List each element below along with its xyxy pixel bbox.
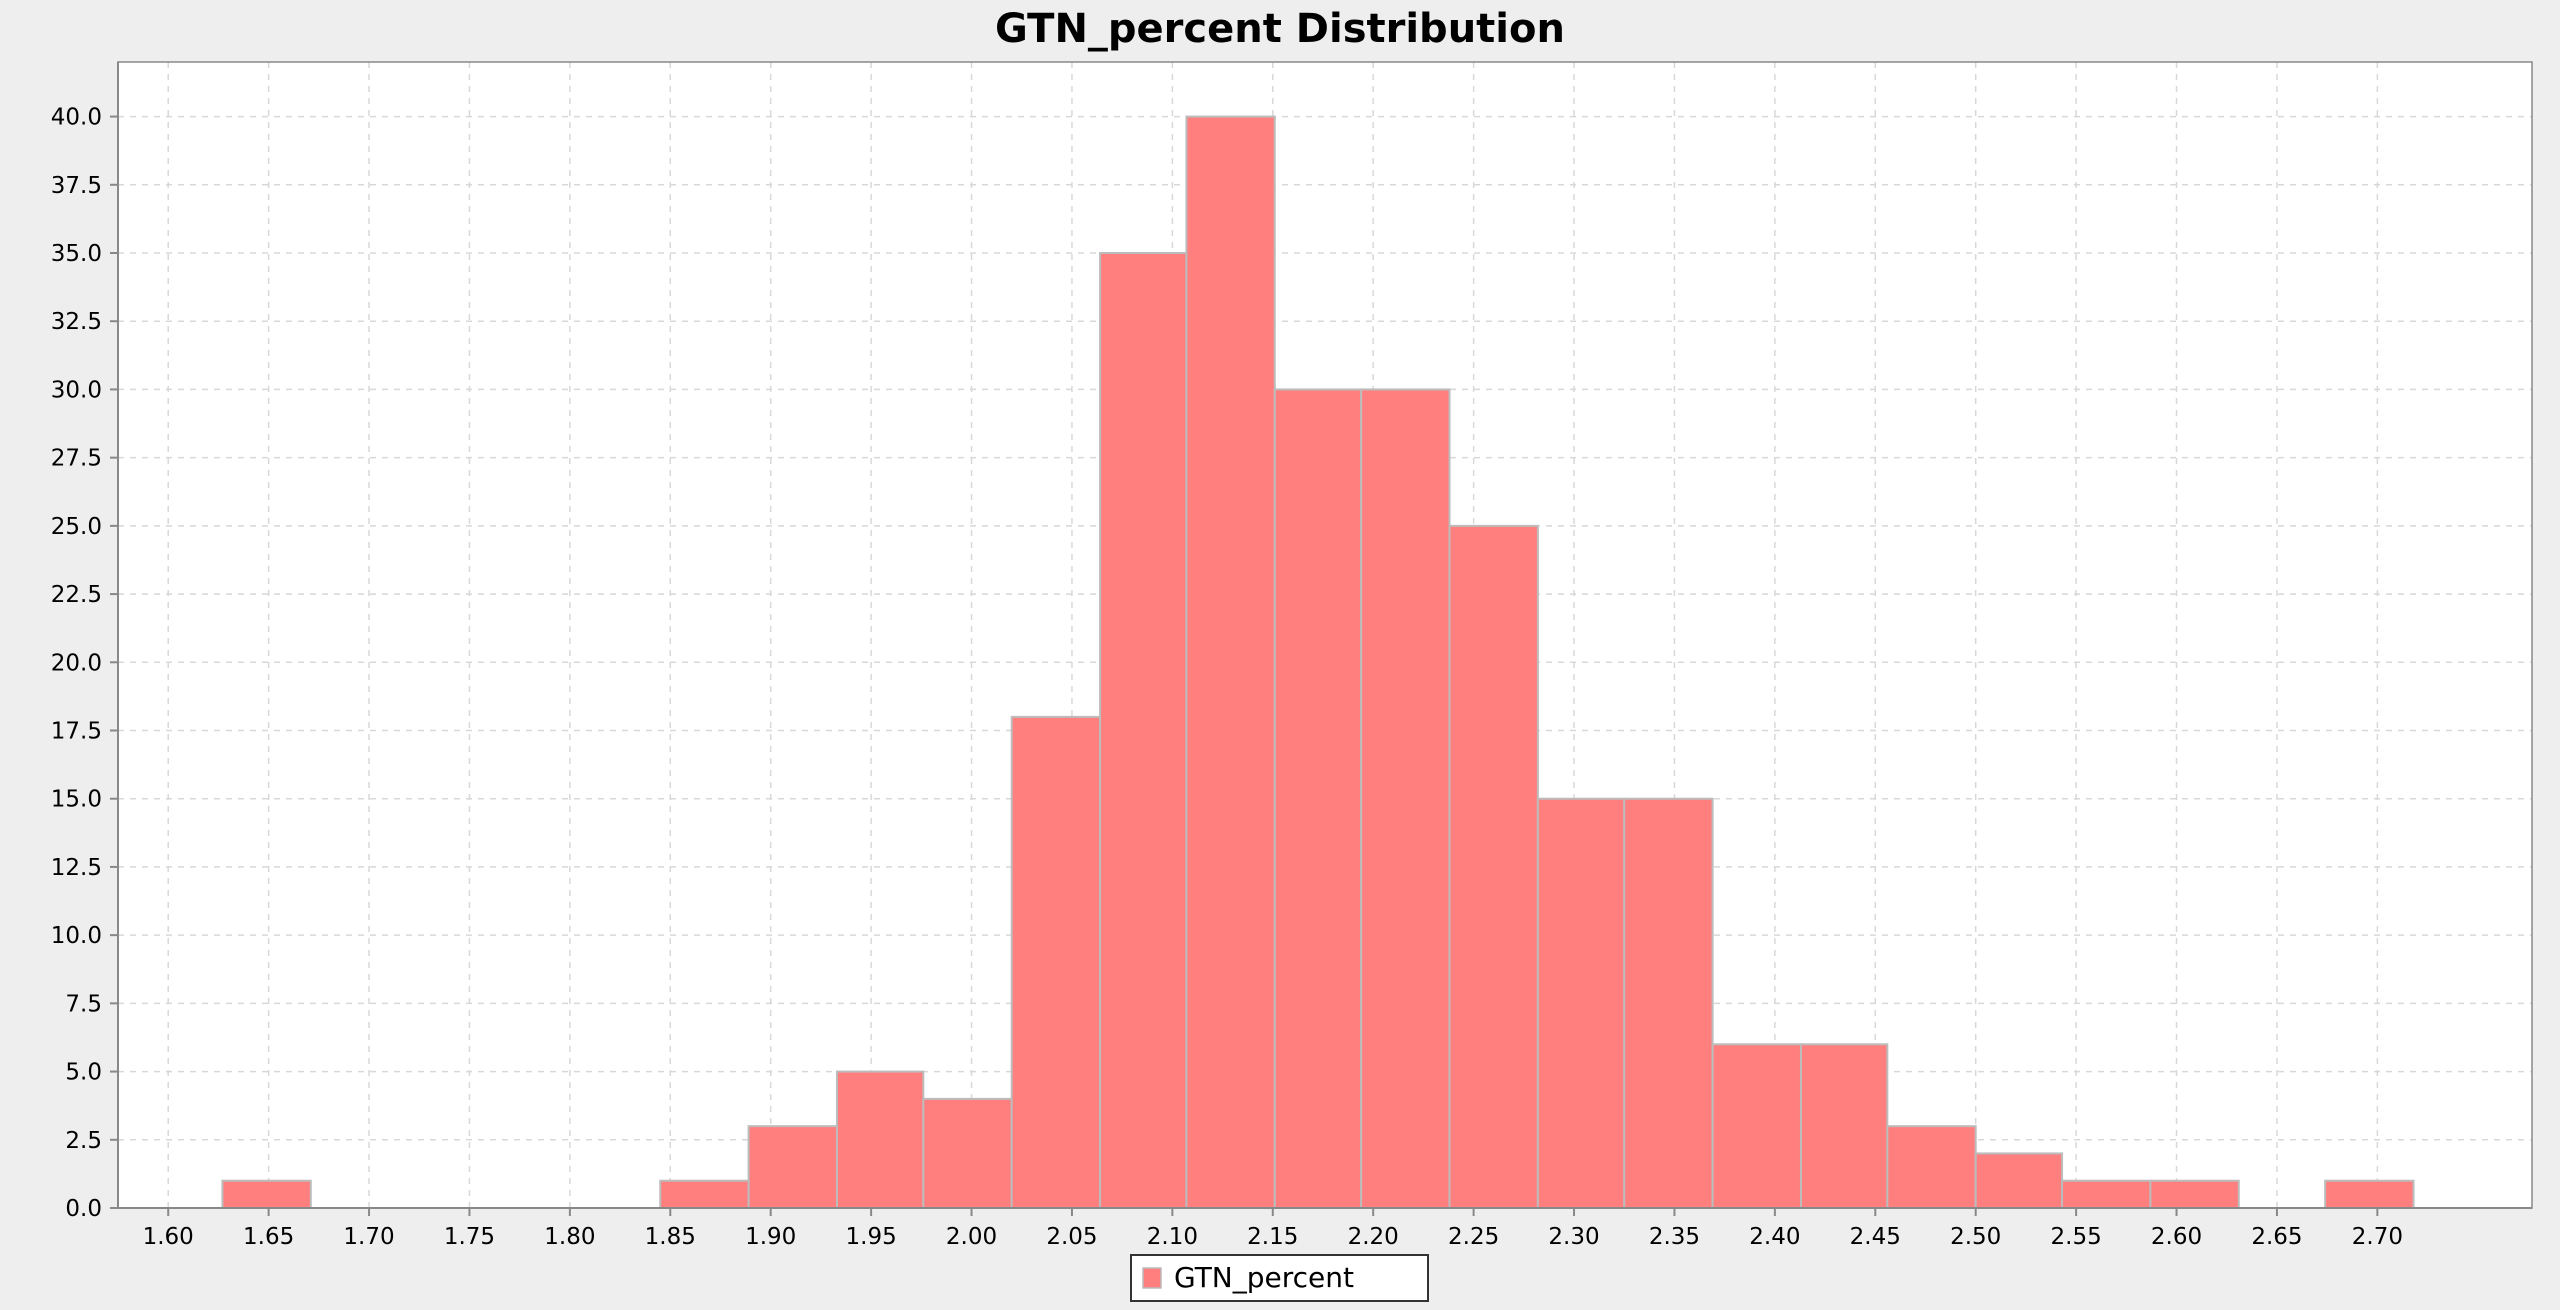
histogram-bar — [1273, 388, 1363, 1209]
x-tick-label: 2.65 — [2251, 1224, 2302, 1250]
x-tick-label: 2.40 — [1749, 1224, 1800, 1250]
histogram-bar — [1799, 1043, 1889, 1210]
histogram-bar — [2324, 1179, 2415, 1209]
histogram-bar — [221, 1179, 312, 1209]
x-tick-label: 2.05 — [1046, 1224, 1097, 1250]
y-tick-label: 22.5 — [51, 582, 102, 608]
y-tick-label: 10.0 — [51, 923, 102, 949]
y-tick-label: 40.0 — [51, 105, 102, 131]
x-tick-label: 1.65 — [243, 1224, 294, 1250]
y-tick-label: 17.5 — [51, 719, 102, 745]
histogram-bar — [1010, 715, 1102, 1209]
bar-layer — [221, 115, 2415, 1210]
y-tick-label: 37.5 — [51, 173, 102, 199]
plot-border — [117, 61, 2533, 1209]
y-tick-label: 27.5 — [51, 446, 102, 472]
histogram-bar — [1711, 1043, 1802, 1210]
x-tick-label: 2.50 — [1950, 1224, 2001, 1250]
x-tick-label: 2.45 — [1850, 1224, 1901, 1250]
y-tick-label: 35.0 — [51, 241, 102, 267]
histogram-bar — [747, 1125, 838, 1209]
x-tick-label: 1.75 — [444, 1224, 495, 1250]
y-tick-label: 5.0 — [65, 1060, 102, 1086]
histogram-bar — [1886, 1125, 1977, 1209]
y-tick-label: 30.0 — [51, 377, 102, 403]
legend-box — [1130, 1254, 1429, 1302]
histogram-bar — [1974, 1152, 2064, 1210]
y-tick-label: 7.5 — [65, 991, 102, 1017]
histogram-bar — [1536, 797, 1626, 1209]
x-tick-label: 2.20 — [1348, 1224, 1399, 1250]
x-tick-label: 2.70 — [2352, 1224, 2403, 1250]
y-tick-label: 32.5 — [51, 309, 102, 335]
x-tick-label: 1.80 — [544, 1224, 595, 1250]
y-tick-label: 0.0 — [65, 1196, 102, 1222]
histogram-bar — [1185, 115, 1276, 1210]
x-tick-label: 2.15 — [1247, 1224, 1298, 1250]
y-tick-label: 15.0 — [51, 787, 102, 813]
legend: GTN_percent — [1130, 1254, 1429, 1302]
axis-layer: 0.0 2.5 5.0 7.5 10.0 12.5 15.0 17.5 20.0 22.5 25.0… — [51, 61, 2533, 1250]
x-tick-label: 2.60 — [2151, 1224, 2202, 1250]
y-tick-label: 20.0 — [51, 650, 102, 676]
legend-label: GTN_percent — [1174, 1261, 1354, 1294]
x-tick-label: 2.35 — [1649, 1224, 1700, 1250]
y-tick-label: 25.0 — [51, 514, 102, 540]
x-tick-label: 2.55 — [2051, 1224, 2102, 1250]
x-tick-label: 1.70 — [343, 1224, 394, 1250]
histogram-bar — [1099, 252, 1188, 1209]
x-tick-label: 1.60 — [143, 1224, 194, 1250]
legend-swatch — [1142, 1267, 1162, 1289]
y-tick-label: 12.5 — [51, 855, 102, 881]
histogram-bar — [835, 1070, 925, 1209]
x-tick-label: 1.90 — [745, 1224, 796, 1250]
histogram-bar — [1623, 797, 1714, 1209]
histogram-bar — [922, 1097, 1013, 1210]
x-tick-label: 2.30 — [1548, 1224, 1599, 1250]
x-tick-label: 1.85 — [645, 1224, 696, 1250]
histogram-bar — [1360, 388, 1451, 1209]
histogram-bar — [1448, 524, 1539, 1209]
x-tick-label: 2.10 — [1147, 1224, 1198, 1250]
histogram-bar — [2061, 1179, 2152, 1209]
y-tick-label: 2.5 — [65, 1128, 102, 1154]
histogram-bar — [659, 1179, 750, 1209]
chart-title: GTN_percent Distribution — [995, 6, 1565, 52]
x-tick-label: 1.95 — [846, 1224, 897, 1250]
x-tick-label: 2.00 — [946, 1224, 997, 1250]
x-tick-label: 2.25 — [1448, 1224, 1499, 1250]
histogram-bar — [2149, 1179, 2240, 1209]
